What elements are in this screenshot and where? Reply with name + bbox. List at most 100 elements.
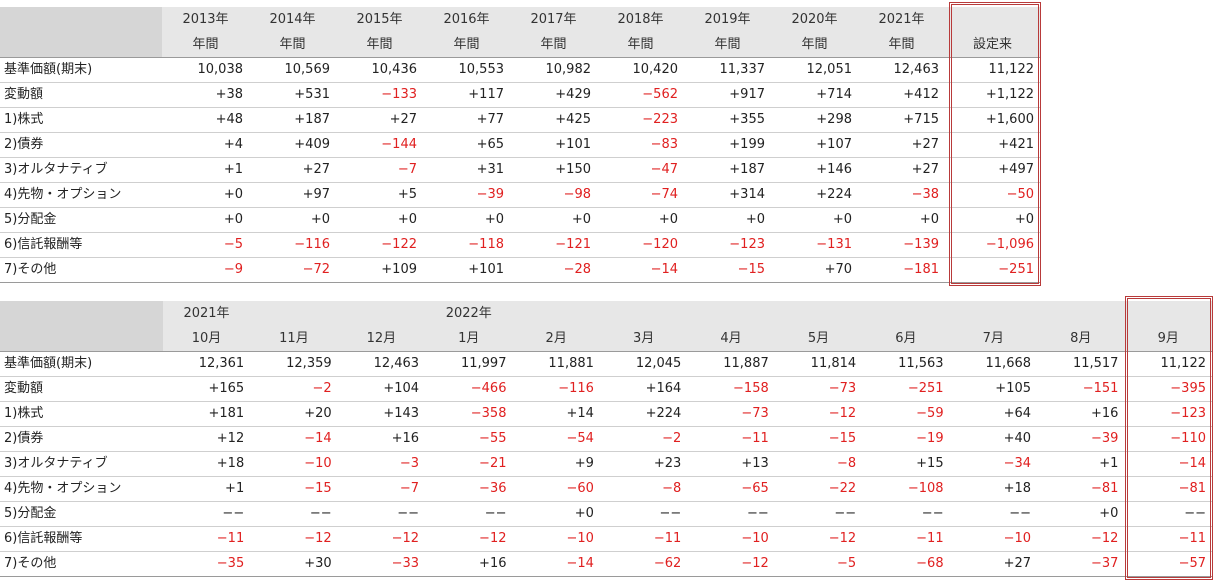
column-header-year: 2021年	[858, 7, 945, 32]
value-cell: −33	[337, 551, 426, 577]
value-cell: 11,563	[862, 351, 950, 377]
column-header-period: 年間	[510, 32, 597, 58]
table-row: 6)信託報酬等 −5 −116 −122 −118 −121 −120 −123 −131 −13…	[0, 232, 1040, 258]
value-cell: +18	[949, 476, 1038, 502]
column-header-period: 年間	[597, 32, 684, 58]
value-cell: +224	[771, 182, 858, 208]
header-corner-cell	[0, 326, 163, 352]
column-header-year: 2018年	[597, 7, 684, 32]
value-cell: 11,122	[1124, 351, 1212, 377]
value-cell: −223	[597, 107, 684, 133]
row-label: 5)分配金	[0, 207, 162, 233]
value-cell: −466	[425, 376, 513, 402]
column-header-year: 2021年	[162, 301, 251, 326]
value-cell: +143	[337, 401, 426, 427]
row-label: 6)信託報酬等	[0, 526, 163, 552]
table-row: 基準価額(期末) 12,361 12,359 12,463 11,997 11,881 12…	[0, 351, 1212, 377]
value-cell: 11,337	[684, 57, 771, 83]
column-header-year	[250, 301, 338, 326]
value-cell: +27	[249, 157, 336, 183]
column-header-period: 年間	[336, 32, 423, 58]
value-cell: −8	[599, 476, 688, 502]
value-cell: −−	[425, 501, 513, 527]
value-cell: −98	[510, 182, 597, 208]
row-label: 1)株式	[0, 107, 162, 133]
value-cell: −39	[423, 182, 510, 208]
value-cell: −81	[1037, 476, 1125, 502]
value-cell: −38	[858, 182, 945, 208]
value-cell: −1,096	[945, 232, 1040, 258]
value-cell: −12	[1037, 526, 1125, 552]
value-cell: +16	[425, 551, 513, 577]
row-label: 7)その他	[0, 257, 162, 283]
column-header-period: 年間	[684, 32, 771, 58]
value-cell: −144	[336, 132, 423, 158]
table-row: 7)その他 −35 +30 −33 +16 −14 −62 −12 −5 −68 +27 −37 −57	[0, 551, 1212, 577]
value-cell: +9	[512, 451, 600, 477]
table-row: 変動額 +165 −2 +104 −466 −116 +164 −158 −73 −251 +105…	[0, 376, 1212, 402]
value-cell: −14	[250, 426, 338, 452]
column-header-period: 7月	[949, 326, 1038, 352]
row-label: 変動額	[0, 376, 163, 402]
value-cell: −10	[512, 526, 600, 552]
value-cell: +13	[687, 451, 775, 477]
row-label: 変動額	[0, 82, 162, 108]
value-cell: +5	[336, 182, 423, 208]
value-cell: +0	[162, 207, 249, 233]
value-cell: 12,359	[250, 351, 338, 377]
value-cell: −108	[862, 476, 950, 502]
value-cell: 10,569	[249, 57, 336, 83]
column-header-year	[945, 7, 1040, 32]
value-cell: −116	[512, 376, 600, 402]
header-row-year: 2013年 2014年 2015年 2016年 2017年 2018年 2019年 2020年…	[0, 7, 1040, 32]
column-header-period: 設定来	[945, 32, 1040, 58]
value-cell: +16	[1037, 401, 1125, 427]
value-cell: 12,051	[771, 57, 858, 83]
value-cell: −110	[1124, 426, 1212, 452]
value-cell: −139	[858, 232, 945, 258]
value-cell: +165	[162, 376, 251, 402]
value-cell: +48	[162, 107, 249, 133]
value-cell: +27	[949, 551, 1038, 577]
value-cell: +64	[949, 401, 1038, 427]
value-cell: −15	[684, 257, 771, 283]
column-header-year	[1124, 301, 1212, 326]
value-cell: +27	[336, 107, 423, 133]
table-row: 2)債券 +4 +409 −144 +65 +101 −83 +199 +107 +27 +421	[0, 132, 1040, 158]
value-cell: +65	[423, 132, 510, 158]
value-cell: +40	[949, 426, 1038, 452]
value-cell: −22	[774, 476, 863, 502]
value-cell: −10	[687, 526, 775, 552]
value-cell: −12	[337, 526, 426, 552]
row-label: 4)先物・オプション	[0, 476, 163, 502]
value-cell: 11,887	[687, 351, 775, 377]
header-corner-cell	[0, 301, 163, 326]
value-cell: −62	[599, 551, 688, 577]
value-cell: +14	[512, 401, 600, 427]
value-cell: +20	[250, 401, 338, 427]
value-cell: 11,122	[945, 57, 1040, 83]
value-cell: +715	[858, 107, 945, 133]
value-cell: +4	[162, 132, 249, 158]
value-cell: +199	[684, 132, 771, 158]
value-cell: +0	[945, 207, 1040, 233]
value-cell: −2	[250, 376, 338, 402]
value-cell: −19	[862, 426, 950, 452]
value-cell: +917	[684, 82, 771, 108]
value-cell: +1,122	[945, 82, 1040, 108]
table-row: 7)その他 −9 −72 +109 +101 −28 −14 −15 +70 −181 −251	[0, 257, 1040, 283]
row-label: 3)オルタナティブ	[0, 157, 162, 183]
value-cell: −28	[510, 257, 597, 283]
column-header-period: 年間	[423, 32, 510, 58]
value-cell: −60	[512, 476, 600, 502]
column-header-year	[1037, 301, 1125, 326]
value-cell: −3	[337, 451, 426, 477]
column-header-period: 年間	[858, 32, 945, 58]
value-cell: +0	[858, 207, 945, 233]
value-cell: 11,997	[425, 351, 513, 377]
table-row: 変動額 +38 +531 −133 +117 +429 −562 +917 +714 +412 +1…	[0, 82, 1040, 108]
column-header-period: 年間	[162, 32, 249, 58]
table-row: 2)債券 +12 −14 +16 −55 −54 −2 −11 −15 −19 +40 −39 −110	[0, 426, 1212, 452]
value-cell: −10	[949, 526, 1038, 552]
value-cell: +150	[510, 157, 597, 183]
